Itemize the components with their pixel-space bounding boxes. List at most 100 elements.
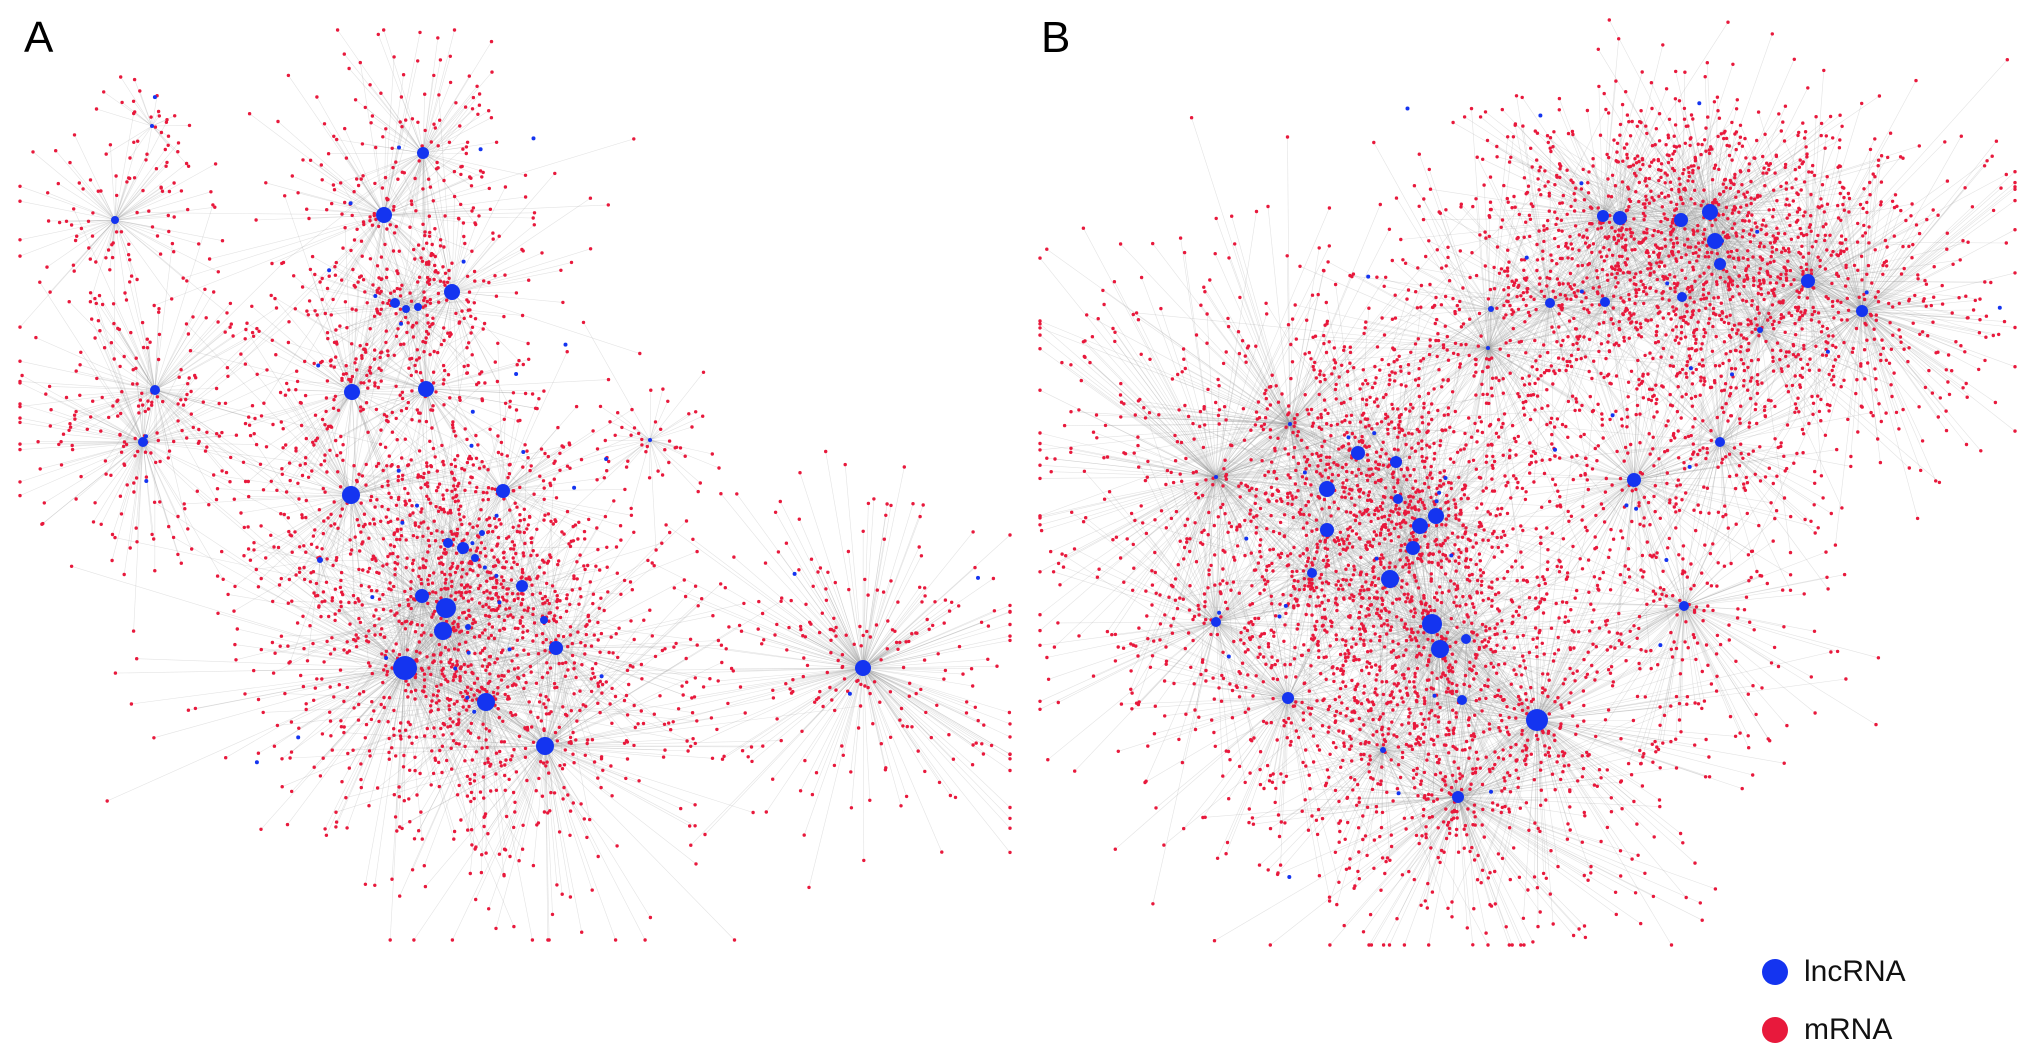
network-edge xyxy=(386,595,423,652)
mrna-node xyxy=(559,268,563,272)
mrna-node xyxy=(128,258,132,262)
network-edge xyxy=(113,303,156,391)
mrna-node xyxy=(176,514,180,519)
mrna-node xyxy=(439,342,444,347)
mrna-node xyxy=(224,756,228,760)
mrna-node xyxy=(574,404,579,409)
mrna-node xyxy=(484,668,488,672)
mrna-node xyxy=(364,401,369,405)
mrna-node xyxy=(384,275,389,280)
mrna-node xyxy=(430,242,434,247)
mrna-node xyxy=(155,234,160,238)
mrna-node xyxy=(491,529,495,534)
mrna-node xyxy=(546,454,550,459)
network-edge xyxy=(337,471,449,544)
mrna-node xyxy=(116,414,120,418)
network-edge xyxy=(370,306,419,329)
mrna-node xyxy=(511,790,516,795)
mrna-node xyxy=(189,412,193,416)
mrna-node xyxy=(365,301,369,305)
mrna-node xyxy=(377,597,382,601)
network-edge xyxy=(544,745,690,827)
mrna-node xyxy=(285,381,289,386)
mrna-node xyxy=(205,445,209,449)
network-edge xyxy=(383,128,387,216)
mrna-node xyxy=(451,426,455,430)
mrna-node xyxy=(557,661,561,666)
network-edge xyxy=(417,477,447,609)
mrna-node xyxy=(390,877,394,881)
network-edge xyxy=(73,219,116,272)
mrna-node xyxy=(179,189,184,193)
mrna-node xyxy=(401,765,406,769)
mrna-node xyxy=(340,780,344,784)
network-edge xyxy=(422,75,435,154)
mrna-node xyxy=(319,614,323,619)
mrna-node xyxy=(466,664,470,668)
mrna-node xyxy=(95,376,99,381)
mrna-node xyxy=(531,639,535,643)
mrna-node xyxy=(464,640,468,644)
network-edge xyxy=(333,152,424,186)
mrna-node xyxy=(448,80,453,85)
mrna-node xyxy=(441,363,446,368)
mrna-node xyxy=(343,300,348,304)
mrna-node xyxy=(297,570,302,574)
mrna-node xyxy=(493,360,497,364)
mrna-node xyxy=(271,671,276,675)
mrna-node xyxy=(247,423,252,427)
network-edge xyxy=(383,214,534,219)
mrna-node xyxy=(276,545,281,550)
mrna-node xyxy=(186,164,191,168)
mrna-node xyxy=(326,152,331,156)
network-edge xyxy=(469,490,504,525)
mrna-node xyxy=(385,464,389,468)
mrna-node xyxy=(596,684,601,688)
mrna-node xyxy=(549,519,553,523)
network-edge xyxy=(105,219,116,258)
mrna-node xyxy=(576,630,580,634)
mrna-node xyxy=(176,552,180,557)
network-edge xyxy=(263,214,385,404)
network-edge xyxy=(327,308,407,333)
network-edge xyxy=(234,494,352,500)
network-edge xyxy=(114,215,169,221)
mrna-node xyxy=(294,449,298,453)
network-edge xyxy=(252,332,353,393)
mrna-node xyxy=(265,368,269,372)
network-edge xyxy=(405,273,446,310)
network-edge xyxy=(111,342,156,391)
mrna-node xyxy=(422,298,426,303)
network-edge xyxy=(422,146,467,154)
mrna-node xyxy=(18,402,22,406)
network-edge xyxy=(69,423,144,443)
mrna-node xyxy=(589,644,594,648)
mrna-node xyxy=(419,486,423,490)
mrna-node xyxy=(264,181,268,185)
network-edge xyxy=(445,607,478,679)
mrna-node xyxy=(394,224,398,229)
network-edge xyxy=(341,667,406,782)
mrna-node xyxy=(393,613,397,617)
mrna-node xyxy=(365,342,369,347)
network-edge xyxy=(376,309,427,390)
mrna-node xyxy=(486,468,490,472)
mrna-node xyxy=(304,436,308,441)
mrna-node xyxy=(323,599,327,603)
mrna-node xyxy=(357,523,361,528)
network-edge xyxy=(243,494,352,556)
network-edge xyxy=(422,82,451,154)
network-edge xyxy=(502,446,564,492)
mrna-node xyxy=(294,388,298,392)
network-edge xyxy=(335,388,427,441)
network-edge xyxy=(124,292,156,391)
network-edge xyxy=(350,494,354,596)
mrna-node xyxy=(415,348,419,352)
network-edge xyxy=(317,557,423,597)
mrna-node xyxy=(18,325,22,329)
mrna-node xyxy=(398,287,402,291)
network-edge xyxy=(184,494,352,505)
mrna-node xyxy=(496,341,500,345)
mrna-node xyxy=(381,301,385,305)
mrna-node xyxy=(518,619,522,623)
